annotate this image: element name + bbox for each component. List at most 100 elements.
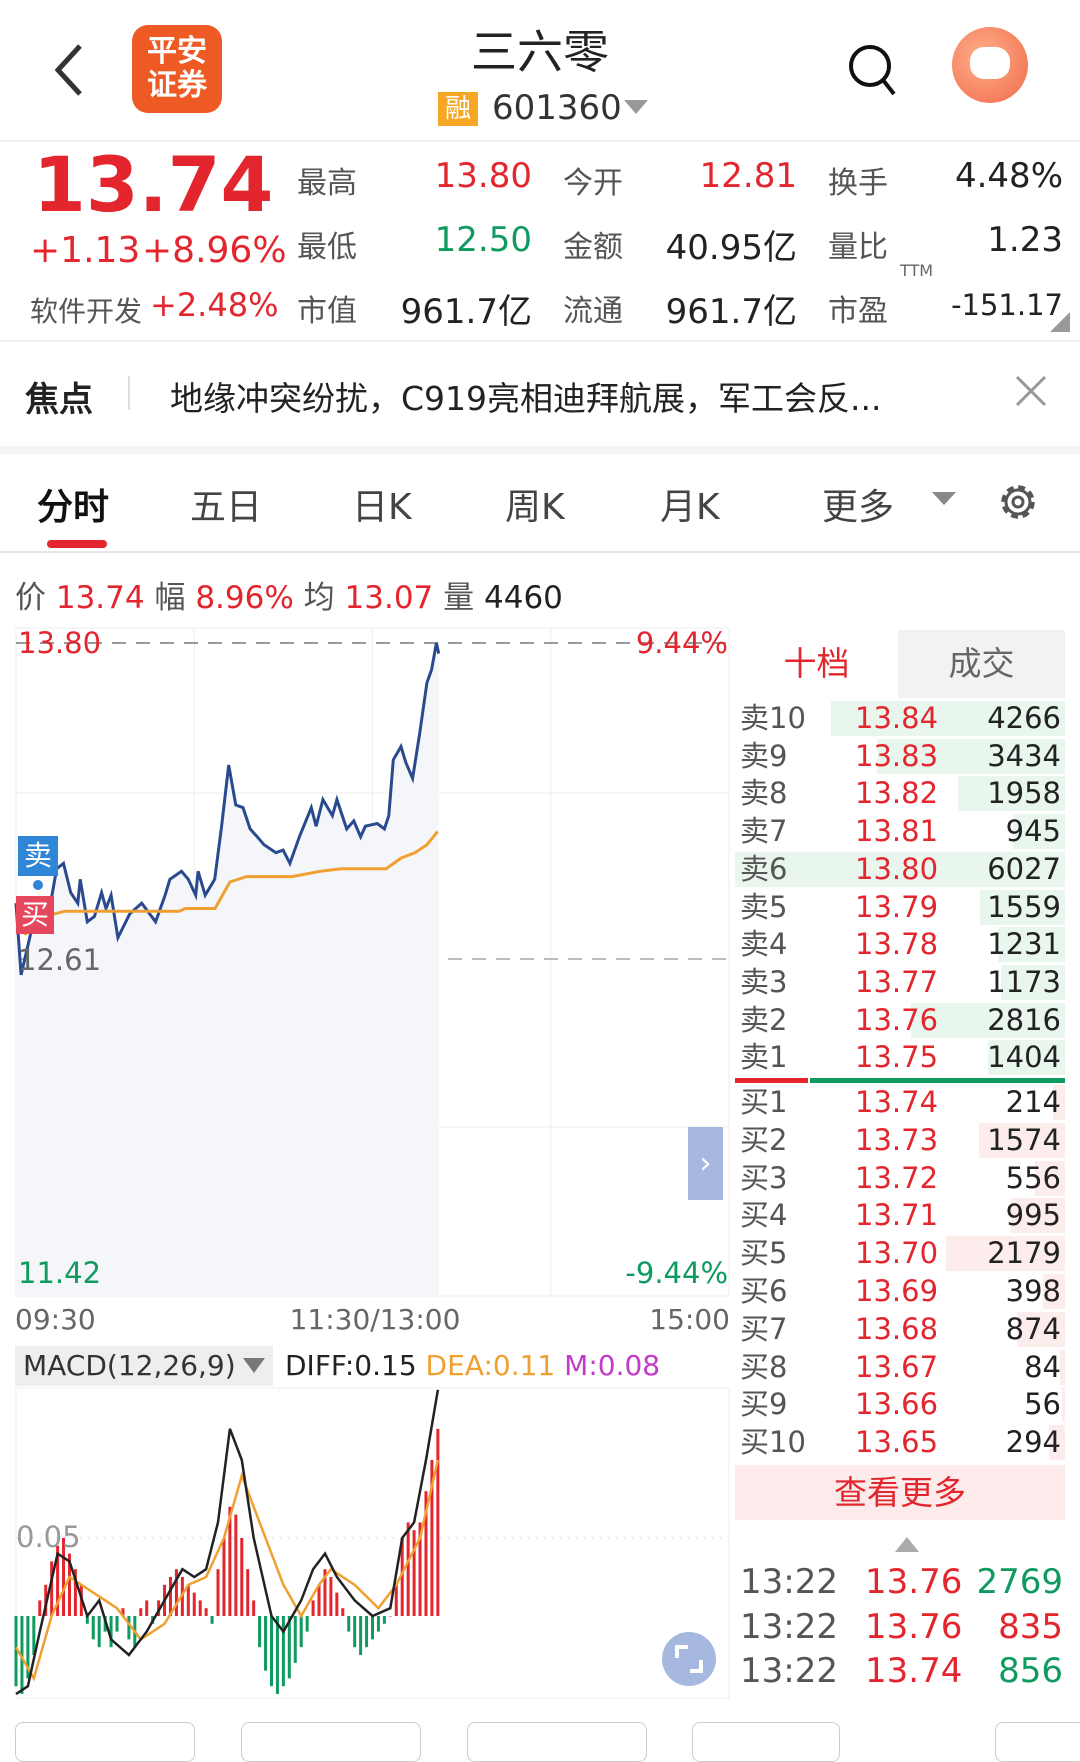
bottom-tool-button[interactable] <box>15 1722 195 1762</box>
volume-bar <box>978 1122 1065 1158</box>
fullscreen-button[interactable] <box>662 1632 716 1686</box>
time-label-mid: 11:30/13:00 <box>289 1303 461 1336</box>
ask-row[interactable]: 卖1 13.75 1404 <box>735 1039 1065 1076</box>
broker-logo: 平安证券 <box>132 25 222 113</box>
stock-code[interactable]: 601360 <box>492 88 622 128</box>
level-price: 13.66 <box>855 1387 939 1422</box>
macd-bar <box>293 1616 297 1663</box>
ask-row[interactable]: 卖6 13.80 6027 <box>735 851 1065 888</box>
bid-row[interactable]: 买7 13.68 874 <box>735 1311 1065 1348</box>
macd-bar <box>406 1522 410 1616</box>
ask-row[interactable]: 卖5 13.79 1559 <box>735 889 1065 926</box>
level-volume: 56 <box>1024 1387 1061 1422</box>
sector-name[interactable]: 软件开发 <box>30 295 143 328</box>
bottom-tool-button[interactable] <box>467 1722 647 1762</box>
average-price-line <box>23 830 439 936</box>
intraday-chart[interactable] <box>0 0 735 1744</box>
view-more-button[interactable]: 查看更多 <box>735 1465 1065 1520</box>
buy-mark[interactable]: 买 <box>16 896 54 934</box>
volume-bar <box>1043 1274 1065 1309</box>
bid-row[interactable]: 买4 13.71 995 <box>735 1197 1065 1234</box>
sell-mark[interactable]: 卖 <box>18 836 58 876</box>
bid-row[interactable]: 买9 13.66 56 <box>735 1386 1065 1423</box>
macd-bar <box>246 1569 250 1616</box>
search-icon[interactable] <box>848 44 898 98</box>
level-label: 买4 <box>740 1198 788 1233</box>
more-dropdown-icon[interactable] <box>932 492 956 506</box>
ask-row[interactable]: 卖10 13.84 4266 <box>735 700 1065 737</box>
macd-bar <box>192 1592 196 1616</box>
vol-label: 量 <box>443 580 475 616</box>
macd-bar <box>299 1616 303 1648</box>
stat-value: 40.95亿 <box>665 228 797 268</box>
stat-label: 流通 <box>563 294 623 329</box>
volume-bar <box>957 776 1065 812</box>
macd-bar <box>436 1428 440 1616</box>
volume-bar <box>1053 1085 1065 1120</box>
bottom-tool-button[interactable] <box>692 1722 840 1762</box>
macd-bar <box>311 1600 315 1616</box>
bid-row[interactable]: 买2 13.73 1574 <box>735 1122 1065 1159</box>
tab-daily-k[interactable]: 日K <box>352 487 412 528</box>
level-label: 买1 <box>740 1085 788 1119</box>
ask-row[interactable]: 卖9 13.83 3434 <box>735 738 1065 775</box>
bid-row[interactable]: 买10 13.65 294 <box>735 1424 1065 1461</box>
expand-chart-arrow-button[interactable]: › <box>688 1127 723 1200</box>
close-icon[interactable] <box>1014 374 1048 408</box>
stock-name: 三六零 <box>471 25 609 79</box>
macd-bar <box>174 1569 178 1616</box>
bottom-tool-button[interactable] <box>241 1722 421 1762</box>
macd-bar <box>26 1616 30 1679</box>
tab-monthly-k[interactable]: 月K <box>660 487 720 528</box>
ask-row[interactable]: 卖4 13.78 1231 <box>735 926 1065 963</box>
macd-bar <box>186 1584 190 1616</box>
bottom-settings-button[interactable] <box>995 1722 1080 1762</box>
focus-label: 焦点 <box>25 380 93 420</box>
focus-headline[interactable]: 地缘冲突纷扰，C919亮相迪拜航展，军工会反... <box>170 379 882 418</box>
macd-bar <box>228 1506 232 1616</box>
ask-row[interactable]: 卖2 13.76 2816 <box>735 1002 1065 1039</box>
expand-corner-icon[interactable] <box>1050 312 1070 332</box>
collapse-up-icon[interactable] <box>895 1537 919 1553</box>
macd-bar <box>269 1616 273 1687</box>
level-label: 卖6 <box>740 851 788 886</box>
level-label: 卖2 <box>740 1002 788 1037</box>
amp-label: 幅 <box>154 580 186 616</box>
code-dropdown-icon[interactable] <box>624 100 648 116</box>
tab-more[interactable]: 更多 <box>822 487 895 528</box>
bid-row[interactable]: 买8 13.67 84 <box>735 1349 1065 1386</box>
stat-value: 4.48% <box>954 156 1063 196</box>
ask-row[interactable]: 卖8 13.82 1958 <box>735 775 1065 812</box>
tab-weekly-k[interactable]: 周K <box>505 487 565 528</box>
tab-5day[interactable]: 五日 <box>190 487 263 528</box>
ask-row[interactable]: 卖7 13.81 945 <box>735 813 1065 850</box>
macd-bar <box>97 1616 101 1648</box>
tab-level10[interactable]: 十档 <box>735 630 898 698</box>
back-icon[interactable] <box>48 42 88 98</box>
macd-bar <box>323 1569 327 1616</box>
level-label: 卖7 <box>740 814 788 849</box>
level-volume: 945 <box>1005 814 1061 849</box>
bid-row[interactable]: 买1 13.74 214 <box>735 1084 1065 1121</box>
tab-trades[interactable]: 成交 <box>898 630 1065 698</box>
macd-values: DIFF:0.15 DEA:0.11 M:0.08 <box>285 1346 660 1386</box>
price-area-fill <box>16 643 439 1296</box>
indicator-selector[interactable]: MACD(12,26,9) <box>15 1346 273 1386</box>
level-price: 13.67 <box>855 1349 939 1384</box>
stat-value: 12.81 <box>699 156 797 196</box>
time-label-open: 09:30 <box>15 1303 96 1336</box>
tab-intraday[interactable]: 分时 <box>37 487 110 528</box>
macd-bar <box>139 1608 143 1616</box>
level-price: 13.78 <box>855 927 939 962</box>
assistant-avatar[interactable] <box>952 27 1028 103</box>
volume-bar <box>997 927 1065 963</box>
macd-bar <box>127 1616 131 1640</box>
bid-row[interactable]: 买6 13.69 398 <box>735 1273 1065 1310</box>
bid-row[interactable]: 买5 13.70 2179 <box>735 1235 1065 1272</box>
pe-ttm-sup: TTM <box>900 261 934 280</box>
bid-row[interactable]: 买3 13.72 556 <box>735 1160 1065 1197</box>
macd-bar <box>365 1616 369 1648</box>
level-label: 买8 <box>740 1349 788 1384</box>
ask-row[interactable]: 卖3 13.77 1173 <box>735 964 1065 1001</box>
gear-icon[interactable] <box>996 480 1040 524</box>
